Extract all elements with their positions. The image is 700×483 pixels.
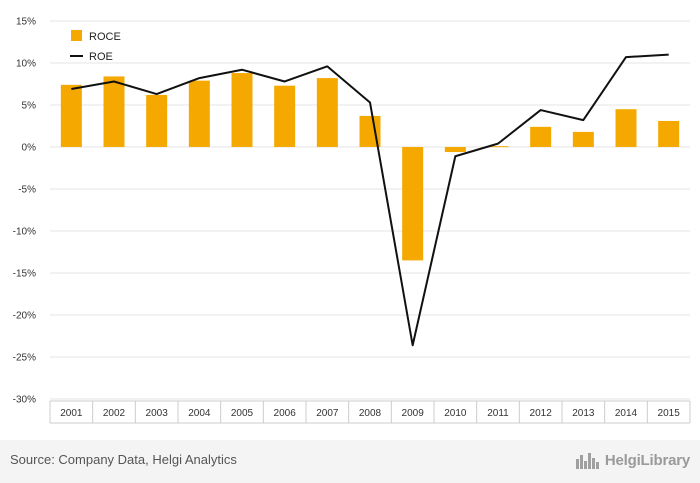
chart: 15%10%5%0%-5%-10%-15%-20%-25%-30% 2001 20… [13,17,691,424]
footer: Source: Company Data, Helgi Analytics He… [0,440,700,483]
bar-roce-2003 [146,94,168,147]
x-tick-label: 2011 [487,408,509,419]
roe-line [71,53,669,347]
x-tick-label: 2014 [615,408,638,419]
legend: ROCE ROE [70,30,121,63]
x-tick-label: 2008 [359,408,382,419]
brand-logo[interactable]: HelgiLibrary [575,450,690,470]
x-tick-label: 2002 [103,408,126,419]
x-tick-label: 2001 [60,408,83,419]
grid-lines [50,20,690,400]
x-tick-label: 2015 [658,408,681,419]
bar-roce-2008 [359,115,381,147]
x-tick-label: 2009 [402,408,425,419]
legend-swatch-roce [71,30,82,41]
bar-roce-2007 [316,78,338,147]
bar-roce-2014 [615,109,637,147]
y-tick-label: 5% [22,101,37,112]
y-tick-label: 0% [22,143,37,154]
bar-roce-2002 [103,76,125,147]
x-tick-label: 2005 [231,408,254,419]
y-tick-label: -20% [13,311,36,322]
x-axis-cells: 2001 2002 2003 2004 2005 2006 2007 2008 2009 2010… [49,400,691,424]
bar-roce-2006 [274,85,296,147]
x-tick-label: 2006 [274,408,297,419]
legend-label-roe: ROE [89,51,113,63]
y-tick-label: 15% [16,17,36,28]
source-text: Source: Company Data, Helgi Analytics [10,452,237,467]
bar-roce-2015 [658,120,680,147]
bar-roce-2010 [444,147,466,153]
bar-roce-2009 [402,147,424,261]
bar-roce-2001 [60,84,82,147]
x-tick-label: 2003 [146,408,169,419]
roce-bars [60,73,680,261]
bar-roce-2011 [487,146,509,148]
bar-roce-2012 [530,126,552,147]
brand-name: HelgiLibrary [604,451,690,469]
bar-roce-2013 [572,131,594,147]
bar-roce-2004 [188,80,210,147]
bar-roce-2005 [231,73,253,147]
y-tick-label: -10% [13,227,36,238]
x-tick-label: 2012 [530,408,553,419]
y-axis-ticks: 15% 10% 5% 0% -5% -10% -15% -20% -25% -30% [13,17,36,406]
y-tick-label: -15% [13,269,36,280]
x-tick-label: 2013 [572,408,595,419]
city-skyline-icon [575,453,599,469]
y-tick-label: -30% [13,395,36,406]
y-tick-label: -5% [18,185,36,196]
y-tick-label: -25% [13,353,36,364]
y-tick-label: 10% [16,59,36,70]
x-tick-label: 2007 [316,408,339,419]
x-tick-label: 2010 [444,408,467,419]
x-tick-label: 2004 [188,408,211,419]
legend-label-roce: ROCE [89,31,121,43]
